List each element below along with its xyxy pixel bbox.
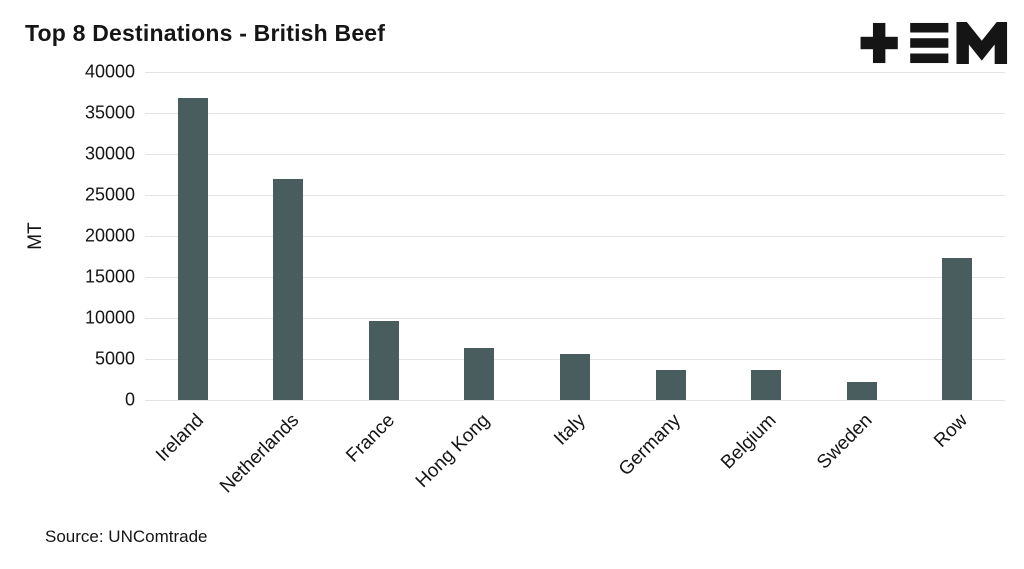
gridline xyxy=(145,195,1005,196)
y-tick-label: 40000 xyxy=(84,61,135,82)
chart-title: Top 8 Destinations - British Beef xyxy=(25,20,386,46)
y-tick-label: 35000 xyxy=(84,102,135,123)
y-tick-label: 0 xyxy=(124,389,135,410)
x-tick-label: Sweden xyxy=(813,410,877,474)
bar-row xyxy=(942,258,973,400)
gridline xyxy=(145,154,1005,155)
x-tick-label: Belgium xyxy=(717,410,781,474)
gridline xyxy=(145,277,1005,278)
y-tick-label: 15000 xyxy=(84,266,135,287)
bar-netherlands xyxy=(273,178,304,400)
bar-hong-kong xyxy=(464,347,495,400)
source-caption: Source: UNComtrade xyxy=(45,527,208,546)
bar-germany xyxy=(655,369,686,400)
gridline xyxy=(145,113,1005,114)
y-tick-label: 25000 xyxy=(84,184,135,205)
gridline xyxy=(145,236,1005,237)
plot-area: Ireland Netherlands France Hong Kong Italy Ge… xyxy=(145,72,1005,497)
x-tick-label: Italy xyxy=(550,410,590,450)
bar-france xyxy=(368,321,399,400)
x-tick-label: Germany xyxy=(615,410,686,481)
gridline xyxy=(145,72,1005,73)
y-tick-label: 10000 xyxy=(84,307,135,328)
x-tick-label: Ireland xyxy=(151,410,208,466)
y-tick-label: 5000 xyxy=(94,348,135,369)
y-tick-label: 20000 xyxy=(84,225,135,246)
x-tick-label: Netherlands xyxy=(215,410,304,498)
x-tick-label: Row xyxy=(930,410,973,452)
tem-logo-icon xyxy=(860,22,1008,64)
y-tick-label: 30000 xyxy=(84,143,135,164)
gridline xyxy=(145,318,1005,319)
x-tick-label: Hong Kong xyxy=(412,410,495,493)
y-axis: 0 5000 10000 15000 20000 25000 30000 35000 40000 xyxy=(35,62,135,410)
gridline xyxy=(145,400,1005,401)
bar-belgium xyxy=(751,369,782,400)
bar-ireland xyxy=(177,98,208,400)
x-tick-label: France xyxy=(342,410,399,467)
bar-italy xyxy=(560,354,590,400)
bar-sweden xyxy=(846,381,877,400)
